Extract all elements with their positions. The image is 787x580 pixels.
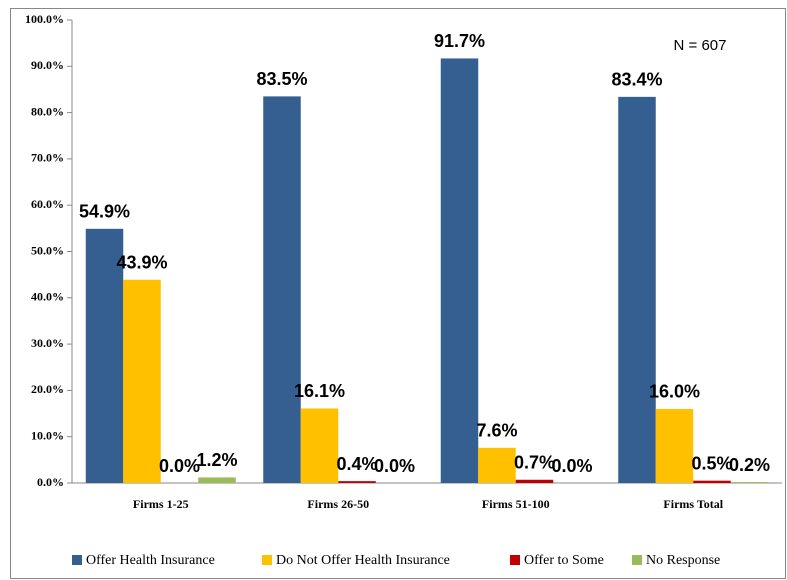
value-label: 0.2% xyxy=(729,455,770,475)
bar xyxy=(440,58,479,483)
bar xyxy=(655,408,694,483)
legend-label: No Response xyxy=(646,553,720,568)
x-tick-label: Firms 51-100 xyxy=(482,497,550,511)
y-tick-label: 10.0% xyxy=(31,428,64,442)
value-label: 0.0% xyxy=(159,456,200,476)
value-label: 0.5% xyxy=(691,453,732,473)
value-label: 7.6% xyxy=(476,421,517,441)
annotation: N = 607 xyxy=(674,37,727,54)
legend-swatch xyxy=(262,555,272,565)
x-tick-label: Firms Total xyxy=(663,497,723,511)
value-label: 16.1% xyxy=(294,381,345,401)
value-label: 0.0% xyxy=(551,456,592,476)
legend-label: Offer Health Insurance xyxy=(86,553,215,568)
bar xyxy=(263,96,301,484)
y-tick-label: 20.0% xyxy=(31,382,64,396)
bar xyxy=(515,479,554,483)
y-tick-label: 80.0% xyxy=(31,104,64,118)
legend-swatch xyxy=(72,555,82,565)
legend-label: Offer to Some xyxy=(524,553,604,568)
y-tick-label: 0.0% xyxy=(37,475,64,489)
bar xyxy=(85,228,124,483)
value-label: 83.5% xyxy=(256,69,307,89)
value-label: 43.9% xyxy=(116,252,167,272)
y-tick-label: 30.0% xyxy=(31,336,64,350)
bar xyxy=(123,279,161,483)
legend-label: Do Not Offer Health Insurance xyxy=(276,553,450,568)
bar xyxy=(478,447,516,483)
value-label: 0.4% xyxy=(336,454,377,474)
y-tick-label: 100.0% xyxy=(25,12,64,26)
bar xyxy=(338,481,376,483)
value-label: 54.9% xyxy=(79,202,130,222)
y-tick-label: 60.0% xyxy=(31,197,64,211)
value-label: 83.4% xyxy=(611,70,662,90)
bar xyxy=(730,482,769,483)
legend-swatch xyxy=(510,555,520,565)
bar xyxy=(618,96,656,483)
value-label: 0.7% xyxy=(514,453,555,473)
y-tick-label: 40.0% xyxy=(31,290,64,304)
bar xyxy=(300,408,339,483)
value-label: 91.7% xyxy=(434,31,485,51)
x-tick-label: Firms 26-50 xyxy=(307,497,369,511)
value-label: 1.2% xyxy=(196,450,237,470)
bar xyxy=(198,477,236,483)
y-tick-label: 70.0% xyxy=(31,151,64,165)
value-label: 16.0% xyxy=(649,382,700,402)
x-tick-label: Firms 1-25 xyxy=(133,497,189,511)
y-tick-label: 90.0% xyxy=(31,58,64,72)
legend-swatch xyxy=(632,555,642,565)
value-label: 0.0% xyxy=(374,456,415,476)
y-tick-label: 50.0% xyxy=(31,243,64,257)
bar xyxy=(693,480,731,483)
